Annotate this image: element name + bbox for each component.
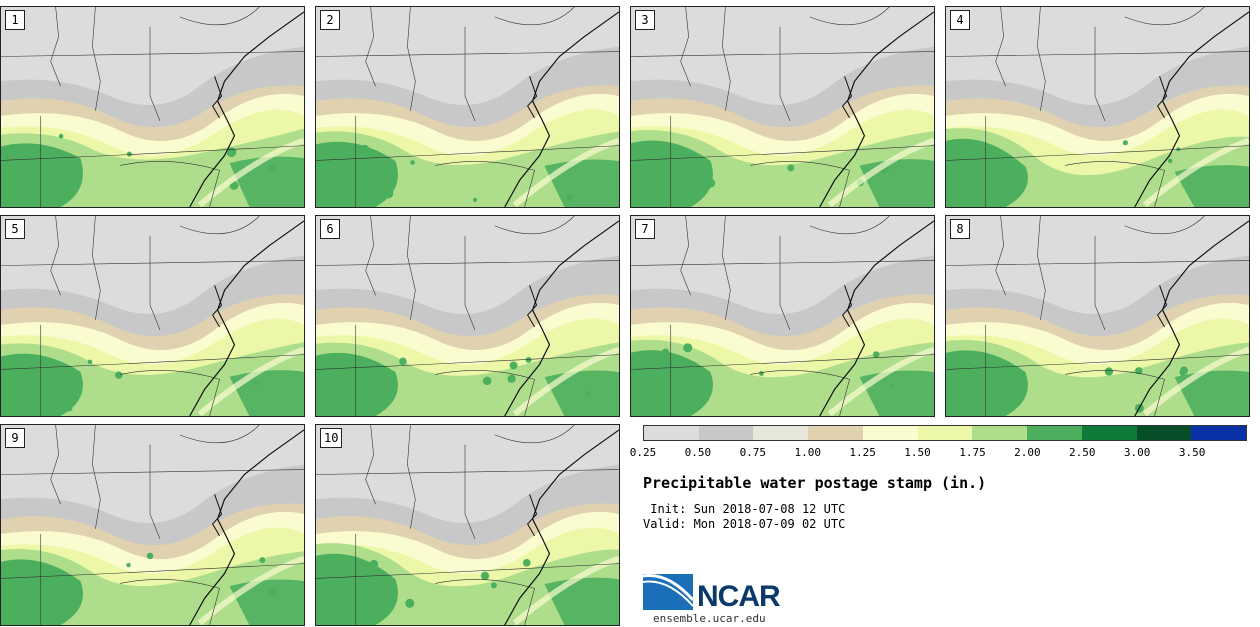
legend-tick-label: 0.75 — [739, 446, 767, 459]
member-number-label: 5 — [5, 219, 25, 239]
legend-swatch — [1027, 426, 1082, 440]
member-number-label: 10 — [320, 428, 343, 448]
legend-ticks: 0.25 0.50 0.75 1.00 1.25 1.50 1.75 2.00 2.50 3.00… — [630, 446, 1247, 460]
legend-swatch — [1081, 426, 1137, 440]
member-panel[interactable]: 1 — [0, 6, 305, 208]
member-number-label: 8 — [950, 219, 970, 239]
member-number-label: 2 — [320, 10, 340, 30]
legend-tick-label: 1.00 — [794, 446, 821, 459]
legend-swatch — [862, 426, 918, 440]
product-title: Precipitable water postage stamp (in.) — [643, 474, 987, 492]
member-number-label: 4 — [950, 10, 970, 30]
website-url: ensemble.ucar.edu — [653, 612, 766, 625]
member-panel[interactable]: 9 — [0, 424, 305, 626]
member-panel[interactable]: 2 — [315, 6, 620, 208]
member-panel[interactable]: 8 — [945, 215, 1250, 417]
color-legend — [643, 425, 1247, 441]
legend-swatch — [972, 426, 1028, 440]
legend-tick-label: 0.25 — [629, 446, 657, 459]
ncar-wordmark: NCAR — [697, 580, 781, 613]
legend-swatch — [698, 426, 754, 440]
legend-tick-label: 2.00 — [1014, 446, 1041, 459]
legend-swatch — [1191, 426, 1247, 440]
legend-tick-label: 3.00 — [1123, 446, 1151, 459]
legend-swatch — [808, 426, 863, 440]
legend-tick-label: 0.50 — [684, 446, 712, 459]
member-number-label: 3 — [635, 10, 655, 30]
legend-swatch — [753, 426, 809, 440]
init-time: Init: Sun 2018-07-08 12 UTC — [643, 502, 846, 516]
legend-tick-label: 1.25 — [849, 446, 876, 459]
member-number-label: 9 — [5, 428, 25, 448]
ncar-logo-icon — [643, 574, 695, 610]
member-panel[interactable]: 10 — [315, 424, 620, 626]
legend-tick-label: 1.75 — [959, 446, 986, 459]
legend-swatch — [917, 426, 973, 440]
legend-tick-label: 2.50 — [1069, 446, 1096, 459]
member-panel[interactable]: 3 — [630, 6, 935, 208]
member-panel[interactable]: 4 — [945, 6, 1250, 208]
valid-time: Valid: Mon 2018-07-09 02 UTC — [643, 517, 846, 531]
member-number-label: 6 — [320, 219, 340, 239]
member-panel[interactable]: 7 — [630, 215, 935, 417]
legend-swatch — [644, 426, 699, 440]
member-number-label: 7 — [635, 219, 655, 239]
member-panel[interactable]: 6 — [315, 215, 620, 417]
legend-tick-label: 1.50 — [904, 446, 931, 459]
member-number-label: 1 — [5, 10, 25, 30]
legend-swatch — [1136, 426, 1192, 440]
legend-tick-label: 3.50 — [1178, 446, 1206, 459]
member-panel[interactable]: 5 — [0, 215, 305, 417]
